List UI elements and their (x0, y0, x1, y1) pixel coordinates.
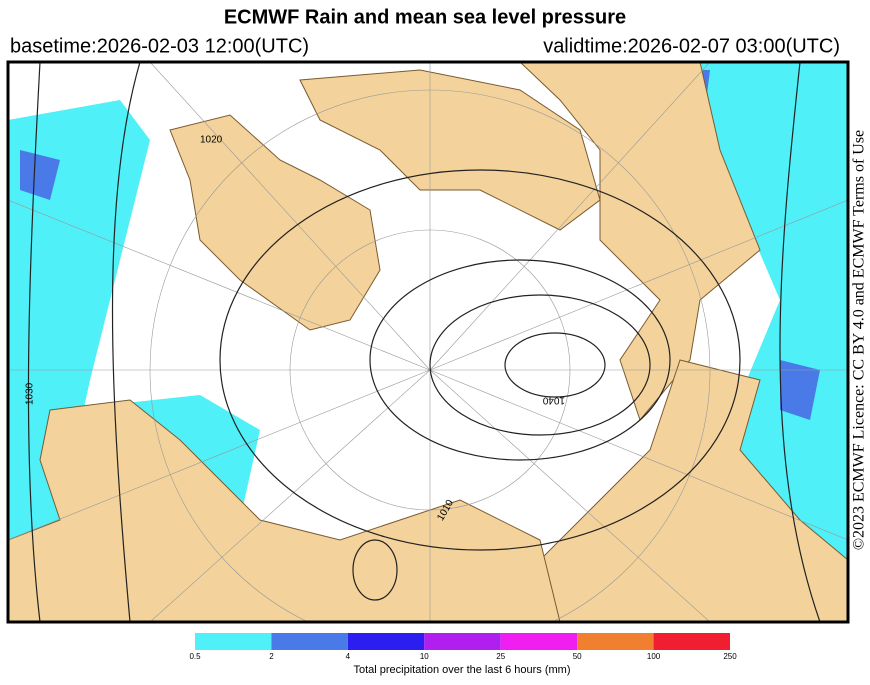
colorbar-swatch (500, 633, 578, 650)
colorbar-tick-label: 4 (346, 652, 351, 661)
isobar (219, 169, 741, 551)
basetime: basetime:2026-02-03 12:00(UTC) (10, 35, 309, 57)
isobar (429, 294, 651, 436)
validtime: validtime:2026-02-07 03:00(UTC) (543, 35, 840, 57)
map-frame (6, 60, 850, 624)
isobar (369, 259, 671, 461)
colorbar-label: Total precipitation over the last 6 hour… (353, 664, 570, 676)
siberia-east (539, 359, 848, 622)
colorbar-swatch (271, 633, 348, 650)
isobar (111, 62, 141, 622)
colorbar-tick-label: 100 (647, 652, 661, 661)
map: 1020 1040 1030 1010 (6, 60, 850, 624)
contour-label: 1030 (25, 382, 36, 405)
graticule (149, 89, 711, 622)
isobar (27, 62, 41, 622)
colorbar-swatch (653, 633, 730, 650)
colorbar-tick-label: 50 (573, 652, 582, 661)
colorbar-swatch (347, 633, 425, 650)
colorbar-tick-label: 10 (420, 652, 429, 661)
colorbar-swatch (577, 633, 654, 650)
licence: ©2023 ECMWF Licence: CC BY 4.0 and ECMWF… (851, 130, 868, 550)
isobar (352, 539, 398, 601)
colorbar-tick-label: 25 (496, 652, 505, 661)
contour-label: 1040 (542, 394, 565, 405)
graticule (8, 62, 848, 622)
isobar (504, 332, 606, 398)
precip-area (700, 62, 848, 622)
colorbar-tick-label: 0.5 (189, 652, 201, 661)
canada-arctic (299, 69, 601, 231)
isobar (779, 62, 821, 622)
graticule (289, 229, 571, 511)
title: ECMWF Rain and mean sea level pressure (224, 6, 626, 28)
greenland (169, 114, 381, 331)
eurasia (8, 399, 561, 622)
colorbar-swatch (424, 633, 501, 650)
colorbar: 0.5 2 4 10 25 50 100 250 (189, 633, 737, 661)
colorbar-tick-label: 250 (723, 652, 737, 661)
contour-label: 1020 (200, 135, 223, 146)
colorbar-tick-label: 2 (269, 652, 274, 661)
colorbar-swatch (195, 633, 272, 650)
